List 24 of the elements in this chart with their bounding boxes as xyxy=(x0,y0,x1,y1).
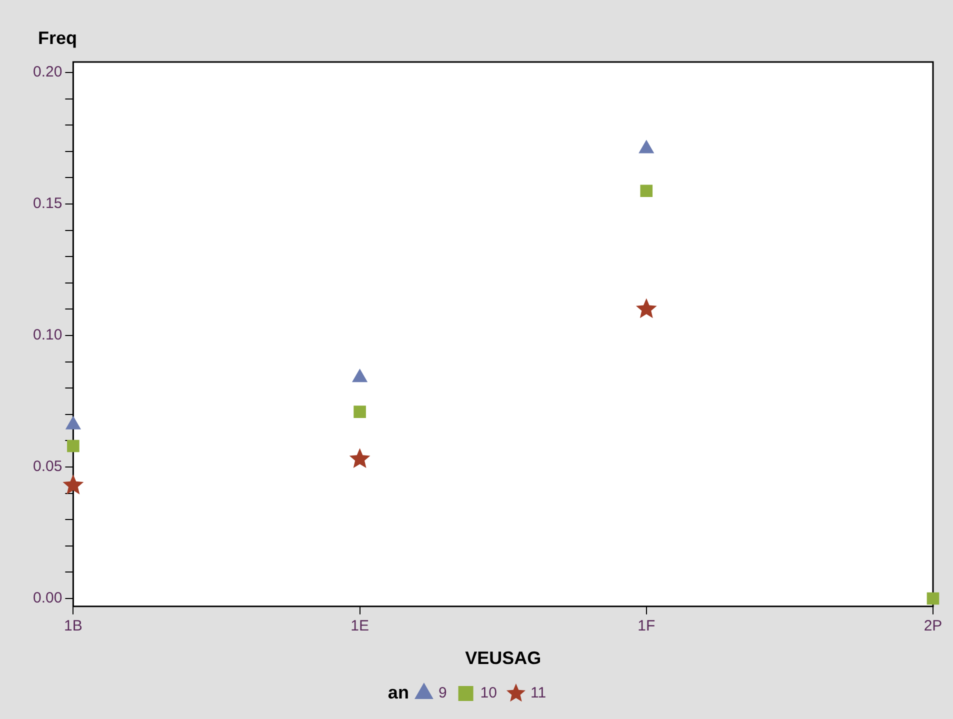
x-tick-label: 1E xyxy=(350,618,369,635)
x-tick-label: 2P xyxy=(924,618,942,635)
point xyxy=(354,406,366,418)
y-tick-label: 0.20 xyxy=(32,64,62,81)
y-tick-label: 0.00 xyxy=(32,590,62,607)
y-axis-title: Freq xyxy=(38,28,78,48)
point xyxy=(636,298,657,318)
legend-label: 10 xyxy=(480,684,497,702)
legend-label: 9 xyxy=(438,684,447,702)
legend-label: 11 xyxy=(530,684,546,702)
x-tick-label: 1F xyxy=(638,618,656,635)
point xyxy=(638,140,654,154)
y-tick-label: 0.05 xyxy=(32,458,62,476)
x-axis-title: VEUSAG xyxy=(465,648,542,668)
point xyxy=(349,448,370,468)
point xyxy=(66,416,81,430)
point xyxy=(352,369,368,382)
point xyxy=(67,440,80,452)
legend-title: an xyxy=(388,682,409,702)
y-tick-label: 0.10 xyxy=(32,326,62,344)
point xyxy=(62,474,84,494)
x-tick-label: 1B xyxy=(64,618,82,635)
point xyxy=(926,592,940,605)
y-tick-label: 0.15 xyxy=(32,195,62,212)
